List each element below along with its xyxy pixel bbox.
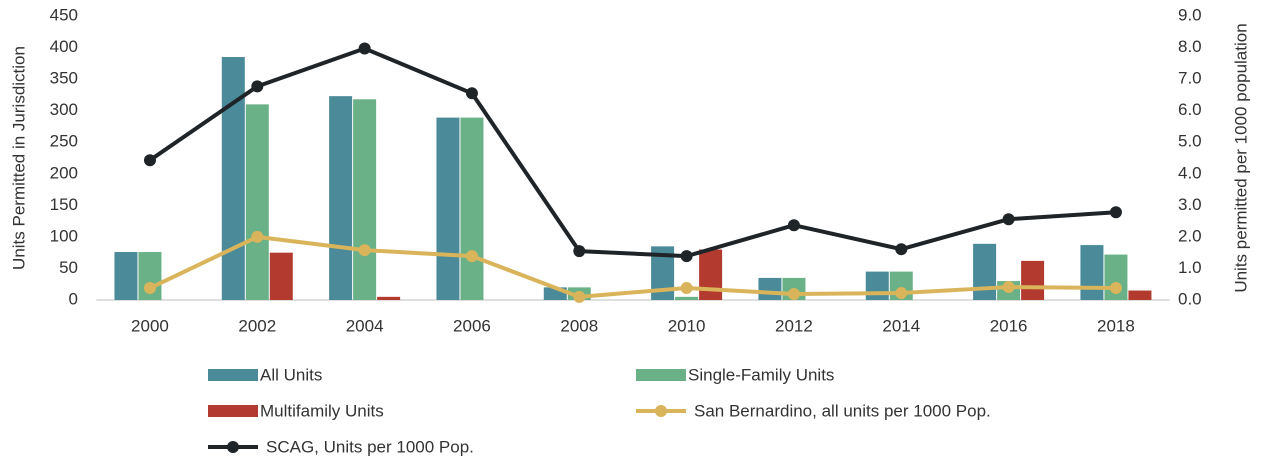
line-marker <box>895 287 908 300</box>
y-tick-label: 100 <box>50 226 78 245</box>
bar <box>245 104 269 300</box>
line-marker <box>787 219 800 232</box>
bar <box>221 57 245 301</box>
legend-swatch <box>208 369 258 381</box>
line <box>148 46 1117 259</box>
y-tick-label: 200 <box>50 163 78 182</box>
x-tick-label: 2014 <box>882 316 920 335</box>
y-tick-label: 150 <box>50 195 78 214</box>
legend-swatch <box>208 405 258 417</box>
line-marker <box>573 290 586 303</box>
legend-label: All Units <box>260 365 322 384</box>
x-tick-label: 2004 <box>346 316 384 335</box>
bar <box>436 117 460 300</box>
x-tick-label: 2000 <box>131 316 169 335</box>
bar <box>973 243 997 300</box>
line <box>149 234 1116 299</box>
y-tick-label: 0 <box>69 289 78 308</box>
x-tick-label: 2018 <box>1097 316 1135 335</box>
line-marker <box>787 288 800 301</box>
line-marker <box>465 87 478 100</box>
line-marker <box>895 243 908 256</box>
bar <box>675 296 699 300</box>
y2-tick-label: 4.0 <box>1178 163 1202 182</box>
y2-axis-label: Units permitted per 1000 population <box>1231 23 1250 292</box>
x-tick-label: 2010 <box>668 316 706 335</box>
y-tick-label: 350 <box>50 69 78 88</box>
bar <box>329 96 353 300</box>
x-tick-label: 2002 <box>238 316 276 335</box>
legend-label: San Bernardino, all units per 1000 Pop. <box>694 401 991 420</box>
bar <box>1128 290 1152 300</box>
legend-label: Multifamily Units <box>260 401 384 420</box>
x-tick-label: 2006 <box>453 316 491 335</box>
bar <box>460 117 484 300</box>
bar <box>1021 260 1045 300</box>
line-marker <box>465 250 478 263</box>
bar <box>269 252 293 300</box>
y-tick-label: 50 <box>59 258 78 277</box>
line-marker <box>680 250 693 263</box>
x-tick-label: 2016 <box>990 316 1028 335</box>
y-tick-label: 450 <box>50 5 78 24</box>
line-marker <box>1002 213 1015 226</box>
y2-tick-label: 2.0 <box>1178 226 1202 245</box>
x-tick-label: 2008 <box>560 316 598 335</box>
line-marker <box>358 42 371 55</box>
legend-label: SCAG, Units per 1000 Pop. <box>266 437 474 456</box>
y2-tick-label: 5.0 <box>1178 132 1202 151</box>
line-marker <box>358 244 371 257</box>
y-tick-label: 300 <box>50 100 78 119</box>
bar <box>1080 245 1104 300</box>
bar <box>699 249 723 300</box>
legend-marker <box>227 441 239 453</box>
line-marker <box>251 80 264 93</box>
y-axis-label: Units Permitted in Jurisdiction <box>9 46 28 270</box>
y-tick-label: 250 <box>50 132 78 151</box>
y2-tick-label: 0.0 <box>1178 289 1202 308</box>
y2-tick-label: 7.0 <box>1178 69 1202 88</box>
line-marker <box>1109 206 1122 219</box>
bar <box>377 296 401 300</box>
line-marker <box>143 154 156 167</box>
bar <box>114 252 138 300</box>
line-marker <box>143 282 156 295</box>
y2-tick-label: 3.0 <box>1178 195 1202 214</box>
x-tick-label: 2012 <box>775 316 813 335</box>
bar <box>353 99 377 300</box>
legend-label: Single-Family Units <box>688 365 834 384</box>
line-marker <box>573 245 586 258</box>
legend-swatch <box>636 369 686 381</box>
line-marker <box>251 230 264 243</box>
legend-marker <box>655 405 667 417</box>
y2-tick-label: 8.0 <box>1178 37 1202 56</box>
line-marker <box>1109 282 1122 295</box>
line-marker <box>680 282 693 295</box>
y2-tick-label: 1.0 <box>1178 258 1202 277</box>
bar <box>865 271 889 300</box>
bar <box>651 246 675 300</box>
y2-tick-label: 9.0 <box>1178 5 1202 24</box>
y2-tick-label: 6.0 <box>1178 100 1202 119</box>
line-marker <box>1002 281 1015 294</box>
bar <box>758 277 782 300</box>
y-tick-label: 400 <box>50 37 78 56</box>
